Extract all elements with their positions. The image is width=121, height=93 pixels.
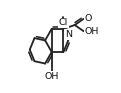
Text: Cl: Cl xyxy=(59,19,68,27)
Text: N: N xyxy=(65,30,72,39)
Text: O: O xyxy=(85,14,92,23)
Text: OH: OH xyxy=(85,27,99,36)
Text: OH: OH xyxy=(45,72,59,81)
